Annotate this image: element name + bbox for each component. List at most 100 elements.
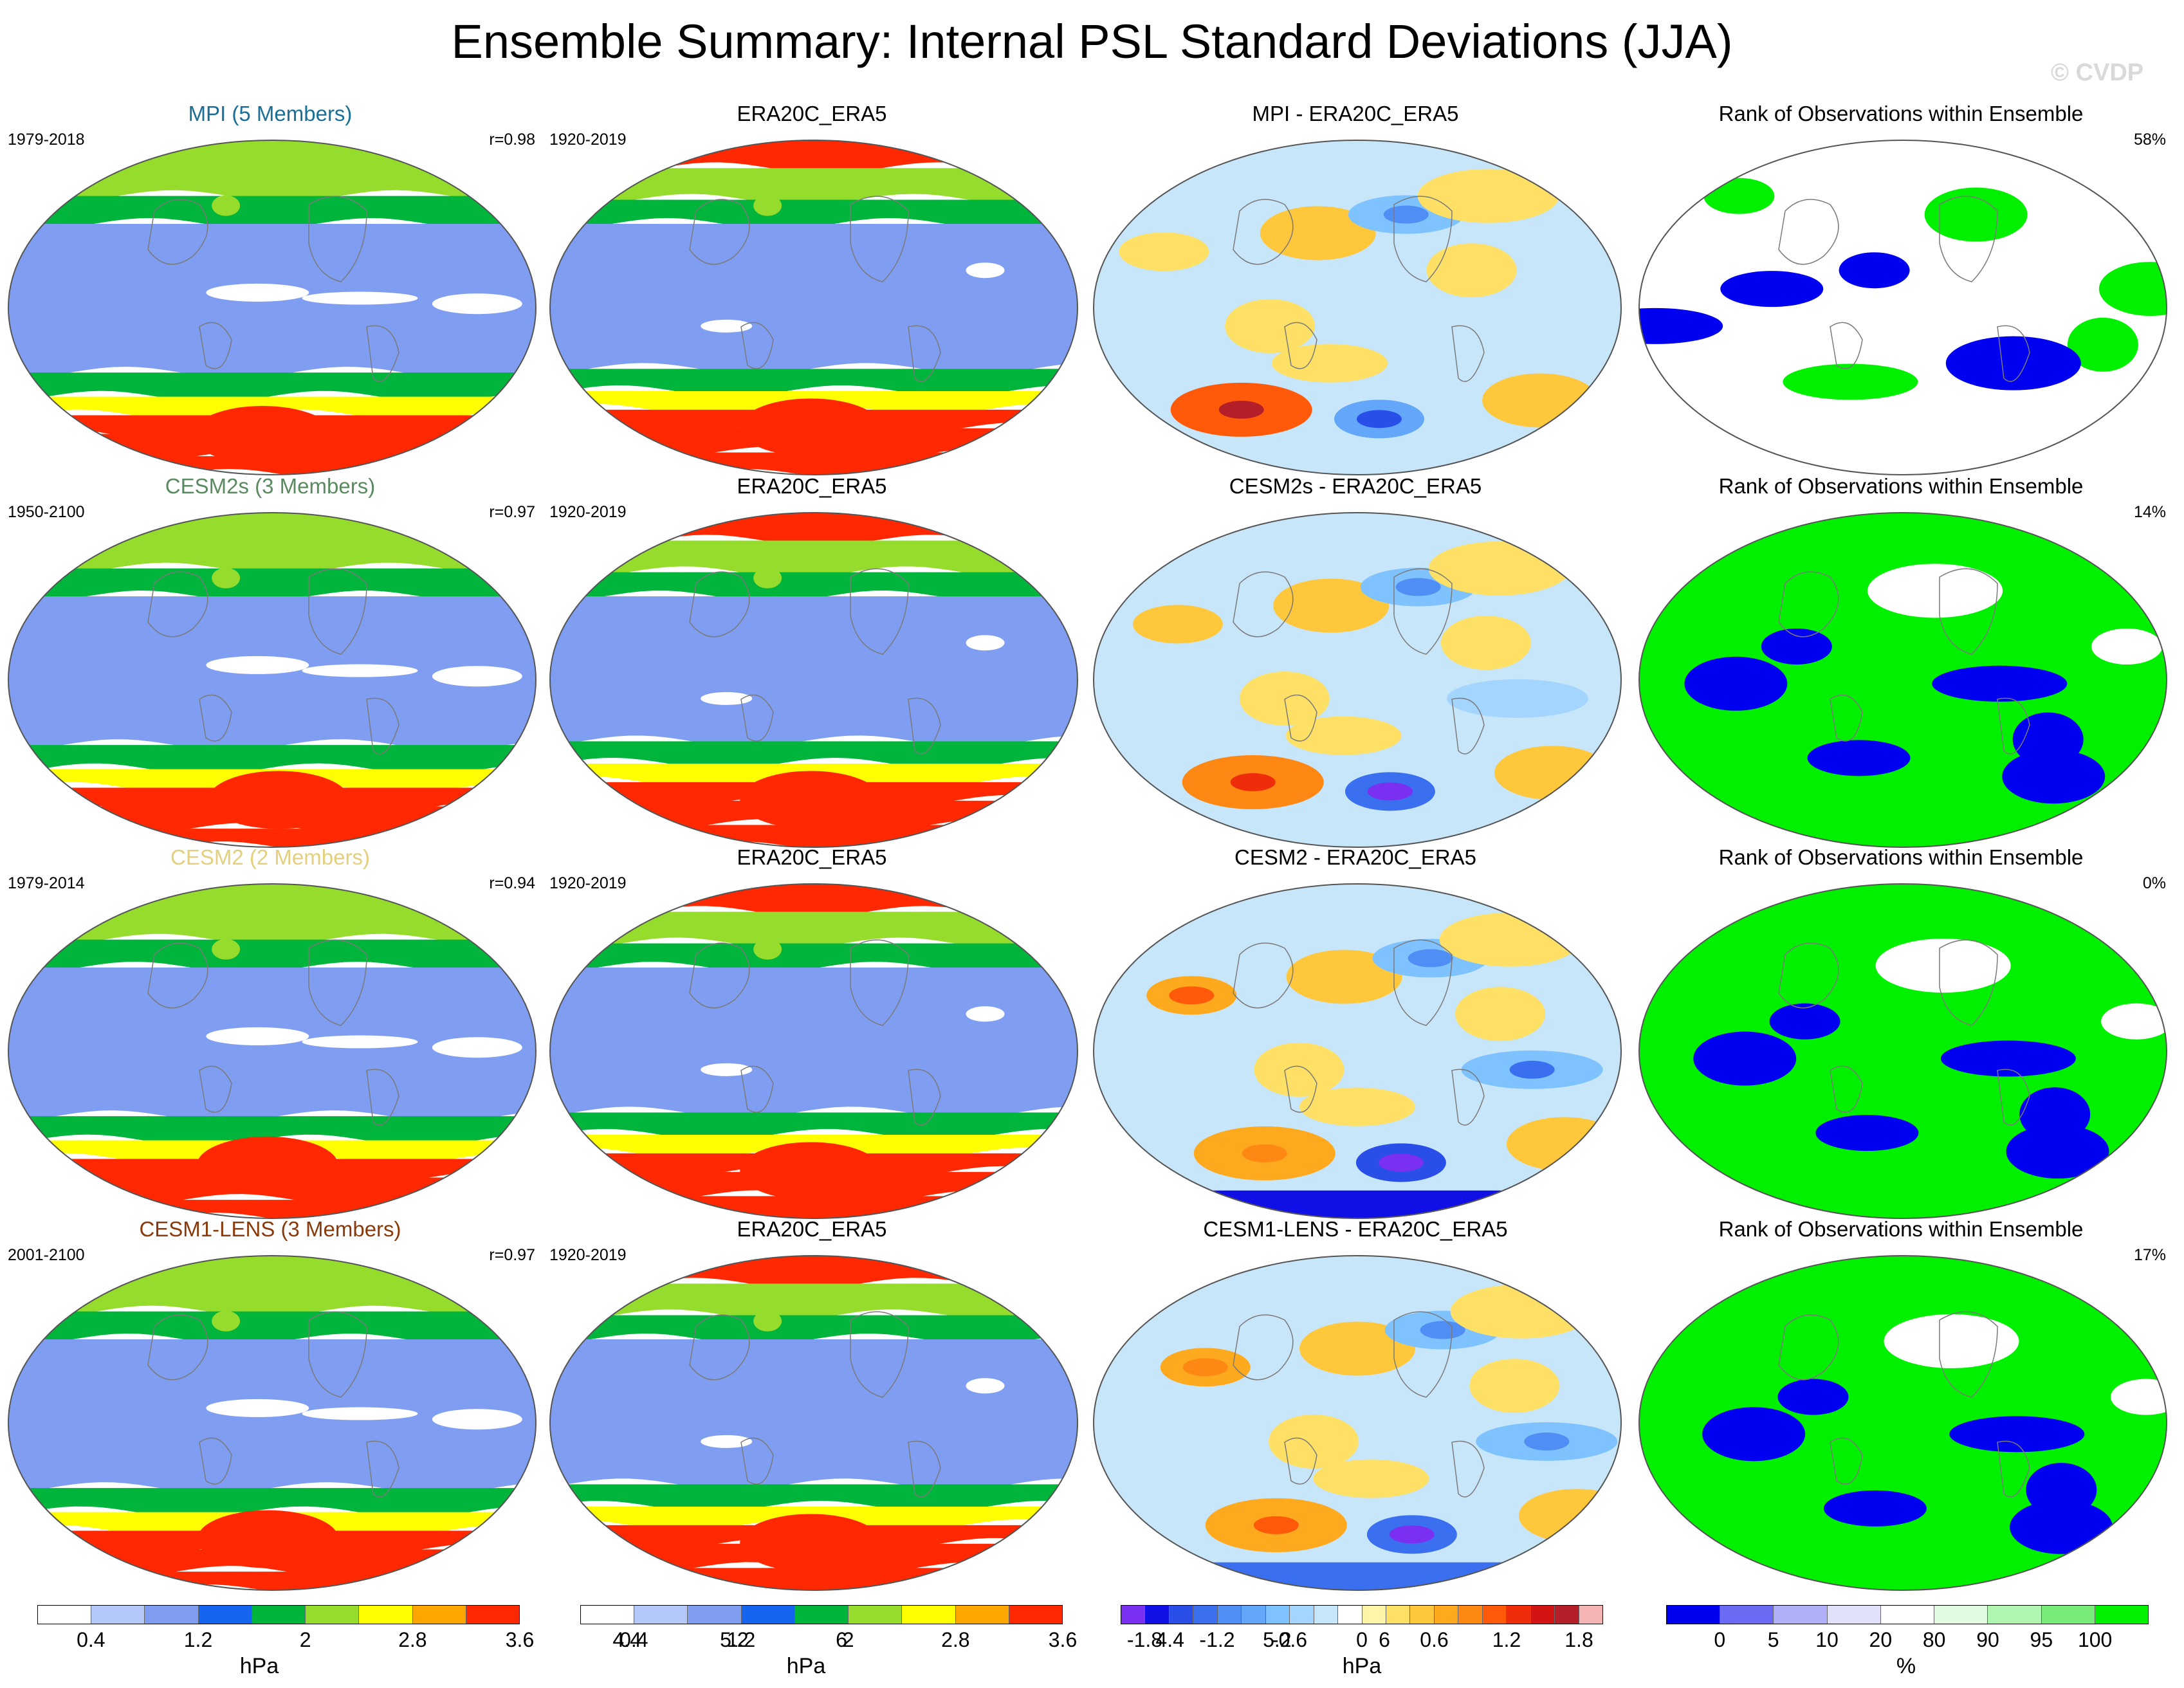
obs-panel: ERA20C_ERA5 1920-2019 — [548, 102, 1079, 488]
low-variance-patch — [302, 664, 418, 677]
diff-anomaly — [1299, 1087, 1415, 1126]
colorbar-swatch — [1579, 1606, 1603, 1624]
map-border — [1093, 883, 1622, 1219]
low-variance-patch — [701, 1435, 753, 1448]
diff-anomaly — [1447, 679, 1589, 718]
low-variance-patch — [701, 319, 753, 333]
colorbar-swatch — [1507, 1606, 1531, 1624]
rank-region — [1945, 336, 2081, 390]
sd-band — [8, 939, 536, 973]
diff-anomaly — [1428, 541, 1570, 596]
diff-anomaly — [1254, 1042, 1344, 1097]
map-border — [1638, 1255, 2167, 1591]
sd-band — [550, 741, 1078, 769]
map-container — [1092, 134, 1623, 484]
low-variance-patch — [206, 1399, 309, 1417]
diff-anomaly — [1286, 950, 1402, 1004]
rank-region — [1777, 1379, 1849, 1415]
colorbar-swatch — [1774, 1606, 1828, 1624]
coastline — [1233, 571, 1294, 638]
obs-panel-title: ERA20C_ERA5 — [737, 845, 887, 869]
colorbar-swatch — [581, 1606, 635, 1624]
colorbar-swatch — [1217, 1606, 1242, 1624]
diff-panel: MPI - ERA20C_ERA5 — [1092, 102, 1623, 488]
rank-panel-title: Rank of Observations within Ensemble — [1718, 474, 2084, 498]
colorbar-tick-label: -1.8 — [1126, 1628, 1163, 1651]
sd-band — [8, 745, 536, 775]
rank-map — [1638, 883, 2167, 1219]
model-panel-title: CESM2s (3 Members) — [165, 474, 376, 498]
colorbar-swatch — [1169, 1606, 1194, 1624]
colorbar-swatches — [1121, 1605, 1603, 1624]
colorbar-tick-label: 6 — [836, 1628, 847, 1651]
diff-anomaly-core — [1242, 1144, 1287, 1162]
colorbar-swatch — [1410, 1606, 1435, 1624]
map-border — [8, 883, 537, 1219]
map-container — [6, 877, 538, 1228]
sd-band — [8, 884, 536, 946]
colorbar-swatch — [412, 1606, 466, 1624]
low-variance-patch — [701, 1063, 753, 1076]
diff-anomaly-core — [1230, 773, 1276, 791]
diff-anomaly — [1426, 243, 1517, 298]
coastline — [147, 199, 208, 265]
colorbar-swatch — [1314, 1606, 1339, 1624]
coastline — [1233, 1314, 1294, 1381]
map-border — [1638, 140, 2167, 475]
coastline — [366, 1069, 399, 1126]
coastline — [850, 1311, 909, 1398]
map-container — [1092, 1249, 1623, 1600]
colorbar-swatch — [1530, 1606, 1555, 1624]
colorbar-swatch — [252, 1606, 306, 1624]
diff-anomaly-core — [1253, 1516, 1299, 1534]
arctic-max — [753, 567, 782, 589]
coastline — [740, 694, 774, 742]
low-variance-patch — [966, 1378, 1005, 1394]
period-label: 2001-2100 — [8, 1246, 85, 1264]
rank-percent: 14% — [2133, 503, 2166, 521]
rank-region — [1769, 1003, 1840, 1040]
sd-band — [550, 1112, 1078, 1141]
coastline — [1778, 199, 1839, 265]
coastline — [147, 942, 208, 1009]
sd-band — [550, 1568, 1078, 1590]
coastline — [1997, 1440, 2030, 1498]
diff-anomaly — [1440, 616, 1531, 670]
colorbar-unit: hPa — [239, 1654, 279, 1678]
rank-panel: Rank of Observations within Ensemble 0% — [1637, 845, 2169, 1231]
obs-map — [549, 512, 1078, 848]
coastline — [147, 1314, 208, 1381]
coastline — [1778, 571, 1839, 638]
coastline — [740, 1437, 774, 1485]
colorbar-tick-label: 10 — [1815, 1628, 1839, 1651]
colorbar-tick-label: 5.2 — [720, 1628, 749, 1651]
period-label: 1920-2019 — [549, 874, 627, 892]
sd-band — [550, 572, 1078, 602]
map-container — [548, 134, 1079, 484]
pattern-correlation: r=0.94 — [489, 874, 535, 892]
rank-region — [1940, 1040, 2076, 1077]
colorbar-swatch — [902, 1606, 956, 1624]
figure-title: Ensemble Summary: Internal PSL Standard … — [451, 15, 1733, 68]
rank-region — [1783, 363, 1918, 400]
coastline — [366, 325, 399, 382]
coastline — [308, 939, 367, 1026]
sd-maximum — [802, 1537, 820, 1549]
coastline — [1284, 322, 1317, 369]
sd-band — [8, 1116, 536, 1146]
rank-region — [2002, 749, 2106, 804]
sd-band — [550, 199, 1078, 230]
colorbar-swatch — [1362, 1606, 1386, 1624]
diff-map — [1093, 1255, 1622, 1591]
coastline — [1393, 568, 1453, 655]
colorbar-tick-label: 0.6 — [1420, 1628, 1449, 1651]
diff-anomaly — [1106, 1459, 1249, 1498]
diff-anomaly — [1469, 1359, 1560, 1413]
rank-region — [1884, 1314, 2019, 1368]
colorbar-unit: hPa — [1342, 1654, 1382, 1678]
map-container — [6, 506, 538, 857]
rank-percent: 58% — [2133, 131, 2166, 149]
coastline — [199, 1065, 232, 1113]
coastline — [1393, 1311, 1453, 1398]
low-variance-patch — [966, 262, 1005, 279]
